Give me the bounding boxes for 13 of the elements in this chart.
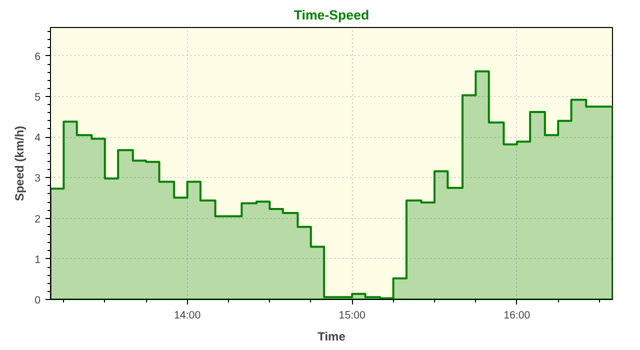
x-tick-label: 14:00 xyxy=(174,310,201,322)
y-tick-label: 4 xyxy=(34,132,41,144)
y-tick-label: 2 xyxy=(34,213,41,226)
x-axis-title: Time xyxy=(318,330,346,344)
y-tick-label: 5 xyxy=(34,92,41,104)
y-tick-label: 0 xyxy=(34,294,41,306)
y-tick-label: 1 xyxy=(34,254,41,266)
y-tick-label: 3 xyxy=(34,172,41,185)
x-tick-label: 15:00 xyxy=(338,310,366,322)
chart-title: Time-Speed xyxy=(294,8,370,22)
y-axis-title: Speed (km/h) xyxy=(12,126,27,202)
y-tick-label: 6 xyxy=(34,50,41,63)
x-tick-label: 16:00 xyxy=(504,310,530,322)
